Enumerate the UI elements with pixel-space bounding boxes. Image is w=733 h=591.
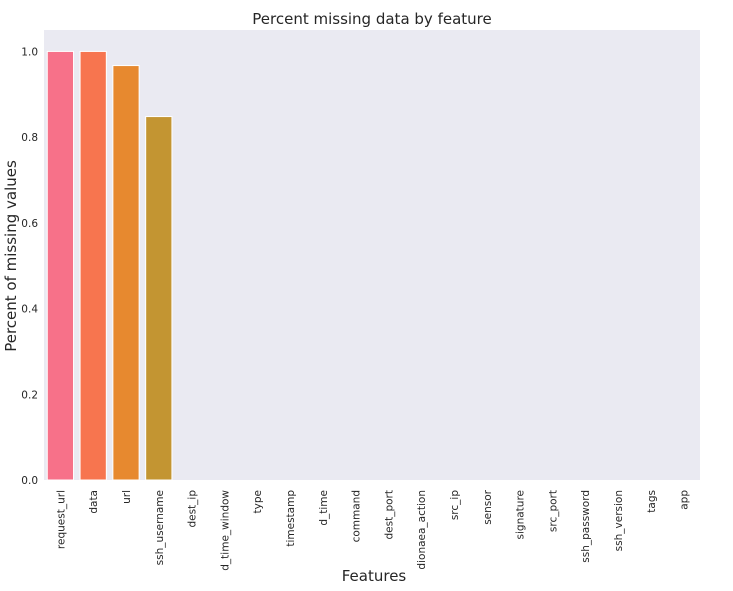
x-tick-label: data bbox=[88, 490, 100, 514]
y-tick-label: 1.0 bbox=[21, 46, 38, 58]
bar-ssh-username bbox=[145, 116, 173, 481]
bar-request-url bbox=[46, 50, 75, 481]
plot-area bbox=[44, 30, 700, 480]
x-tick-label: sensor bbox=[482, 489, 494, 524]
y-tick-label: 0.0 bbox=[21, 475, 38, 487]
x-tick-label: src_ip bbox=[449, 490, 461, 520]
y-tick-label: 0.6 bbox=[21, 218, 38, 230]
y-axis-label: Percent of missing values bbox=[2, 160, 20, 352]
x-tick-label: url bbox=[121, 490, 133, 504]
x-tick-label: app bbox=[679, 490, 691, 510]
x-tick-label: command bbox=[351, 490, 363, 542]
x-axis-label: Features bbox=[342, 567, 407, 585]
x-tick-label: d_time bbox=[318, 490, 330, 526]
y-tick-label: 0.4 bbox=[21, 304, 38, 316]
x-tick-label: d_time_window bbox=[219, 490, 231, 571]
x-tick-label: tags bbox=[646, 490, 658, 513]
y-tick-label: 0.2 bbox=[21, 389, 38, 401]
x-tick-label: timestamp bbox=[285, 490, 297, 547]
bar-url bbox=[112, 65, 140, 481]
x-tick-label: dest_port bbox=[383, 490, 395, 540]
x-tick-label: signature bbox=[515, 490, 527, 539]
x-tick-label: ssh_version bbox=[613, 490, 625, 551]
x-tick-label: ssh_password bbox=[580, 490, 592, 563]
x-tick-label: request_url bbox=[55, 490, 67, 549]
x-tick-label: type bbox=[252, 490, 264, 513]
bars-group bbox=[46, 50, 173, 481]
y-ticks-group: 0.0 0.2 0.4 0.6 0.8 1.0 bbox=[21, 46, 38, 487]
x-tick-label: dionaea_action bbox=[416, 490, 428, 570]
y-tick-label: 0.8 bbox=[21, 132, 38, 144]
chart-title: Percent missing data by feature bbox=[252, 10, 491, 28]
bar-data bbox=[79, 50, 107, 481]
x-ticks-group: request_url data url ssh_username dest_ip d_t… bbox=[55, 489, 690, 570]
x-tick-label: dest_ip bbox=[187, 490, 199, 528]
x-tick-label: src_port bbox=[547, 490, 559, 532]
x-tick-label: ssh_username bbox=[154, 490, 166, 565]
